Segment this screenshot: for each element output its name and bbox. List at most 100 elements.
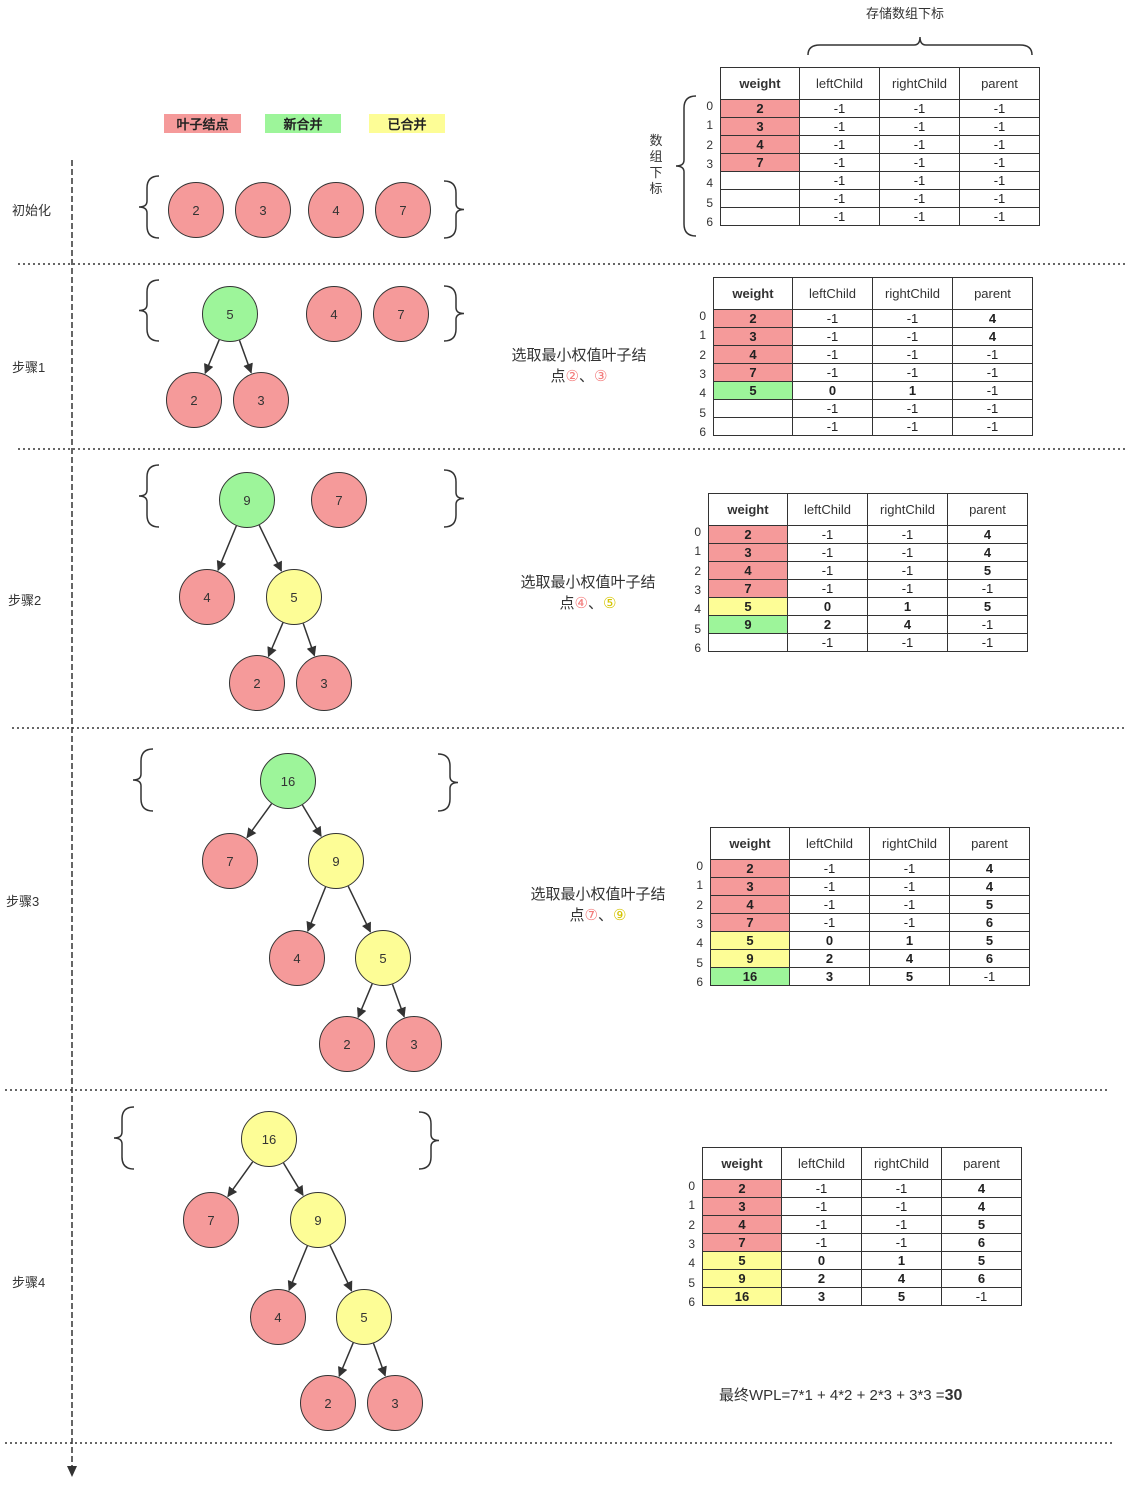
table-header-cell: rightChild: [869, 827, 950, 860]
cell-weight: 3: [702, 1197, 782, 1216]
cell-parent: -1: [959, 153, 1040, 172]
cell-weight: 3: [710, 877, 790, 896]
table-header-cell: parent: [941, 1147, 1022, 1180]
table-header-cell: leftChild: [799, 67, 880, 100]
table-row: 3 -1 -1 4: [708, 543, 1028, 562]
huffman-table-step-3: weight leftChild rightChild parent 2 -1 -1 4 3 -1…: [710, 827, 1030, 986]
cell-weight: [720, 207, 800, 226]
table-row: -1 -1 -1: [720, 189, 1040, 208]
cell-parent: -1: [959, 135, 1040, 154]
cell-right: -1: [867, 543, 948, 562]
cell-right: -1: [879, 117, 960, 136]
cell-weight: 3: [708, 543, 788, 562]
table-header-cell: rightChild: [879, 67, 960, 100]
huffman-table-step-1: weight leftChild rightChild parent 2 -1 -1 4 3 -1…: [713, 277, 1033, 436]
row-index: 3: [699, 366, 706, 381]
cell-weight: [708, 633, 788, 652]
cell-right: -1: [861, 1179, 942, 1198]
cell-left: -1: [792, 327, 873, 346]
table-row: 7 -1 -1 6: [710, 913, 1030, 932]
cell-weight: 3: [713, 327, 793, 346]
tree-node-value: 9: [314, 1212, 322, 1228]
cell-left: -1: [792, 399, 873, 418]
huffman-table-step-4: weight leftChild rightChild parent 2 -1 -1 4 3 -1…: [702, 1147, 1022, 1306]
cell-parent: -1: [952, 345, 1033, 364]
tree-node: 7: [375, 182, 431, 238]
table-header-cell: weight: [702, 1147, 782, 1180]
tree-node-value: 2: [343, 1036, 351, 1052]
cell-weight: 4: [708, 561, 788, 580]
curly-brace: [443, 469, 465, 528]
row-index: 4: [696, 936, 703, 951]
cell-right: -1: [861, 1215, 942, 1234]
cell-parent: 4: [941, 1197, 1022, 1216]
tree-node-value: 7: [226, 853, 234, 869]
cell-right: 4: [867, 615, 948, 634]
tree-edge: [347, 885, 372, 933]
tree-node: 5: [336, 1289, 392, 1345]
tree-node-value: 3: [391, 1395, 399, 1411]
step1-description: 选取最小权值叶子结 点②、③: [511, 347, 647, 385]
step2-description: 选取最小权值叶子结 点④、⑤: [520, 574, 656, 612]
huffman-table-step-0: weight leftChild rightChild parent 2 -1 -1 -1 3-…: [720, 67, 1040, 226]
cell-right: -1: [869, 877, 950, 896]
cell-parent: -1: [947, 633, 1028, 652]
cell-left: -1: [787, 525, 868, 544]
cell-weight: [713, 417, 793, 436]
tree-node-value: 4: [332, 202, 340, 218]
cell-right: -1: [872, 309, 953, 328]
tree-node: 7: [202, 833, 258, 889]
table-row: 7 -1 -1 -1: [713, 363, 1033, 382]
tree-edge: [287, 1245, 309, 1292]
legend-new-merged: 新合并: [265, 114, 341, 133]
cell-weight: 9: [708, 615, 788, 634]
tree-edge: [246, 803, 273, 839]
cell-right: -1: [869, 859, 950, 878]
table-header-cell: rightChild: [861, 1147, 942, 1180]
row-index: 1: [706, 118, 713, 133]
tree-node-value: 4: [203, 589, 211, 605]
cell-parent: -1: [941, 1287, 1022, 1306]
tree-node: 9: [308, 833, 364, 889]
table-header-cell: weight: [720, 67, 800, 100]
cell-right: 1: [867, 597, 948, 616]
cell-parent: 5: [941, 1215, 1022, 1234]
cell-left: 2: [787, 615, 868, 634]
row-index: 4: [688, 1256, 695, 1271]
tree-node-value: 5: [379, 950, 387, 966]
table-header-cell: leftChild: [781, 1147, 862, 1180]
cell-weight: 7: [720, 153, 800, 172]
cell-right: 5: [861, 1287, 942, 1306]
cell-right: -1: [869, 913, 950, 932]
row-index: 6: [688, 1294, 695, 1309]
cell-right: -1: [867, 561, 948, 580]
tree-edge: [372, 1343, 387, 1377]
cell-right: -1: [879, 135, 960, 154]
cell-left: -1: [781, 1233, 862, 1252]
edges-layer: [204, 339, 406, 1378]
tree-node: 9: [290, 1192, 346, 1248]
cell-right: -1: [861, 1197, 942, 1216]
cell-right: 1: [869, 931, 950, 950]
cell-parent: -1: [949, 967, 1030, 986]
step-label-1: 步骤1: [12, 360, 46, 375]
tree-node-value: 3: [410, 1036, 418, 1052]
tree-node-value: 2: [324, 1395, 332, 1411]
cell-left: 0: [781, 1251, 862, 1270]
cell-right: -1: [879, 153, 960, 172]
tree-node-value: 7: [335, 492, 343, 508]
cell-weight: 2: [720, 99, 800, 118]
tree-node-value: 4: [330, 306, 338, 322]
curly-brace: [443, 180, 465, 239]
tree-edge: [282, 1162, 304, 1197]
cell-parent: 4: [947, 525, 1028, 544]
wpl-formula: 最终WPL=7*1 + 4*2 + 2*3 + 3*3 =30: [719, 1387, 963, 1404]
cell-left: -1: [781, 1215, 862, 1234]
cell-parent: 6: [941, 1269, 1022, 1288]
cell-left: -1: [799, 135, 880, 154]
tree-node: 3: [386, 1016, 442, 1072]
cell-parent: -1: [959, 99, 1040, 118]
cell-weight: 2: [710, 859, 790, 878]
